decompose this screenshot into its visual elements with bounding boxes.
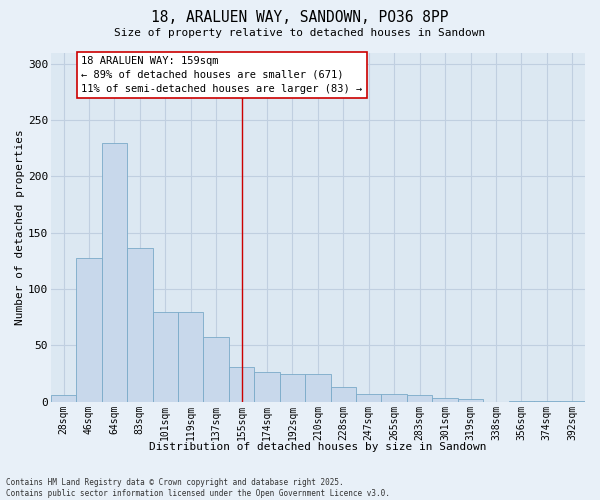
- Bar: [509, 400, 534, 402]
- Bar: [101, 142, 127, 402]
- Bar: [76, 258, 101, 402]
- Bar: [458, 400, 483, 402]
- Bar: [382, 394, 407, 402]
- Bar: [305, 374, 331, 402]
- Bar: [356, 394, 382, 402]
- Text: Contains HM Land Registry data © Crown copyright and database right 2025.
Contai: Contains HM Land Registry data © Crown c…: [6, 478, 390, 498]
- Text: 18 ARALUEN WAY: 159sqm
← 89% of detached houses are smaller (671)
11% of semi-de: 18 ARALUEN WAY: 159sqm ← 89% of detached…: [82, 56, 362, 94]
- Y-axis label: Number of detached properties: Number of detached properties: [15, 129, 25, 325]
- Bar: [560, 400, 585, 402]
- Bar: [280, 374, 305, 402]
- X-axis label: Distribution of detached houses by size in Sandown: Distribution of detached houses by size …: [149, 442, 487, 452]
- Bar: [229, 367, 254, 402]
- Bar: [51, 395, 76, 402]
- Bar: [433, 398, 458, 402]
- Bar: [178, 312, 203, 402]
- Bar: [152, 312, 178, 402]
- Bar: [254, 372, 280, 402]
- Text: 18, ARALUEN WAY, SANDOWN, PO36 8PP: 18, ARALUEN WAY, SANDOWN, PO36 8PP: [151, 10, 449, 25]
- Bar: [203, 338, 229, 402]
- Text: Size of property relative to detached houses in Sandown: Size of property relative to detached ho…: [115, 28, 485, 38]
- Bar: [331, 387, 356, 402]
- Bar: [127, 248, 152, 402]
- Bar: [407, 395, 433, 402]
- Bar: [534, 400, 560, 402]
